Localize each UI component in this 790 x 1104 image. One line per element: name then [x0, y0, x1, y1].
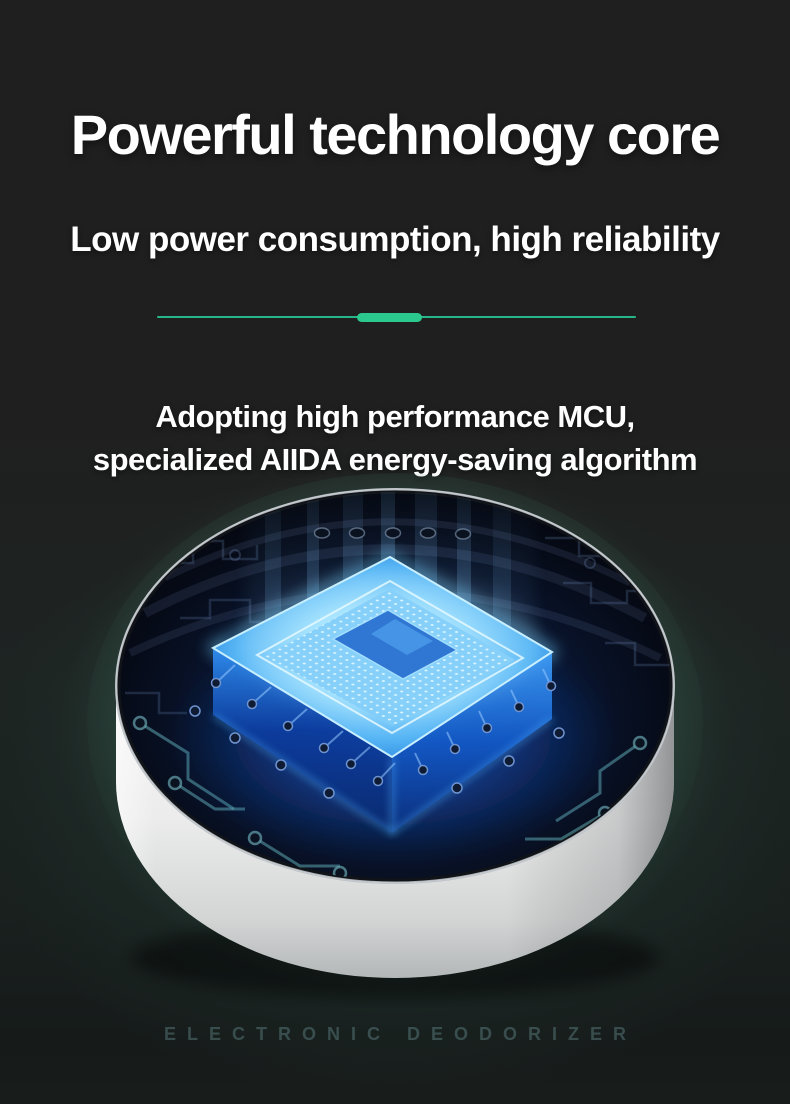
page-subtitle: Low power consumption, high reliability	[70, 220, 720, 260]
page-title: Powerful technology core	[70, 102, 721, 166]
device-body	[116, 686, 674, 978]
section-divider	[0, 308, 790, 328]
product-render	[87, 473, 703, 998]
chip-pin-heads	[189, 677, 565, 799]
mcu-chip	[205, 553, 559, 836]
divider-accent-pill	[357, 313, 422, 322]
feature-description-line2: specialized AIIDA energy-saving algorith…	[92, 442, 698, 477]
feature-description: Adopting high performance MCU, specializ…	[0, 395, 790, 481]
vent-holes	[313, 527, 472, 540]
watermark-text: ELECTRONIC DEODORIZER	[163, 1024, 637, 1044]
rim-highlight	[115, 488, 675, 884]
feature-description-line1: Adopting high performance MCU,	[155, 399, 635, 434]
